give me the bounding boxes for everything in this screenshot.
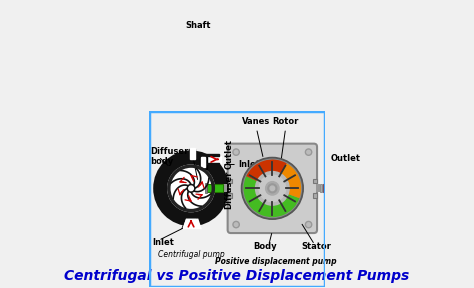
- Circle shape: [270, 186, 274, 191]
- Bar: [223, 184, 224, 192]
- Bar: [224, 184, 225, 192]
- Text: Stator: Stator: [301, 242, 331, 251]
- Bar: [201, 158, 205, 167]
- Bar: [313, 179, 317, 183]
- Text: Shaft: Shaft: [185, 21, 211, 30]
- FancyBboxPatch shape: [200, 158, 207, 169]
- Bar: [320, 184, 322, 192]
- Bar: [203, 163, 219, 164]
- Wedge shape: [273, 163, 301, 188]
- Circle shape: [268, 184, 277, 193]
- Text: Outlet: Outlet: [331, 154, 361, 163]
- Bar: [315, 184, 316, 192]
- Circle shape: [305, 149, 312, 155]
- Circle shape: [305, 221, 312, 228]
- Circle shape: [265, 182, 279, 195]
- Bar: [190, 148, 195, 159]
- Bar: [338, 185, 341, 192]
- Bar: [226, 184, 227, 192]
- Bar: [225, 184, 226, 192]
- Circle shape: [259, 175, 286, 202]
- Bar: [189, 149, 195, 159]
- Polygon shape: [182, 219, 202, 229]
- Wedge shape: [244, 176, 300, 217]
- Bar: [228, 179, 231, 183]
- Text: Body: Body: [254, 242, 277, 251]
- Circle shape: [234, 150, 238, 154]
- Wedge shape: [273, 188, 301, 198]
- Bar: [203, 156, 221, 163]
- Text: Inlet: Inlet: [238, 160, 260, 169]
- Text: Outlet: Outlet: [225, 139, 234, 169]
- Circle shape: [307, 150, 310, 154]
- Circle shape: [255, 172, 289, 205]
- Circle shape: [307, 223, 310, 226]
- Circle shape: [234, 223, 238, 226]
- Text: Inlet: Inlet: [152, 238, 174, 247]
- Bar: [228, 193, 231, 198]
- Wedge shape: [246, 160, 287, 188]
- Circle shape: [243, 159, 301, 217]
- Text: Centrifugal pump: Centrifugal pump: [158, 250, 224, 259]
- Text: Vanes: Vanes: [242, 118, 271, 126]
- Bar: [203, 154, 219, 156]
- Bar: [318, 184, 319, 192]
- Bar: [317, 184, 318, 192]
- Circle shape: [161, 158, 221, 218]
- Circle shape: [233, 149, 239, 155]
- Bar: [316, 184, 317, 192]
- Text: Diffuser
body: Diffuser body: [150, 147, 189, 166]
- Bar: [323, 184, 339, 192]
- Text: Centrifugal vs Positive Displacement Pumps: Centrifugal vs Positive Displacement Pum…: [64, 269, 410, 283]
- Circle shape: [241, 158, 303, 219]
- Polygon shape: [182, 219, 200, 228]
- Circle shape: [189, 186, 193, 191]
- Text: Diffuser: Diffuser: [225, 171, 234, 209]
- Bar: [313, 193, 317, 198]
- Circle shape: [233, 221, 239, 228]
- Text: Rotor: Rotor: [273, 118, 299, 126]
- Bar: [205, 183, 207, 193]
- Bar: [322, 185, 323, 192]
- Bar: [207, 184, 223, 192]
- FancyBboxPatch shape: [228, 144, 317, 233]
- Circle shape: [187, 184, 195, 192]
- Polygon shape: [182, 218, 201, 229]
- Text: Positive displacement pump: Positive displacement pump: [215, 257, 337, 266]
- Bar: [222, 184, 223, 192]
